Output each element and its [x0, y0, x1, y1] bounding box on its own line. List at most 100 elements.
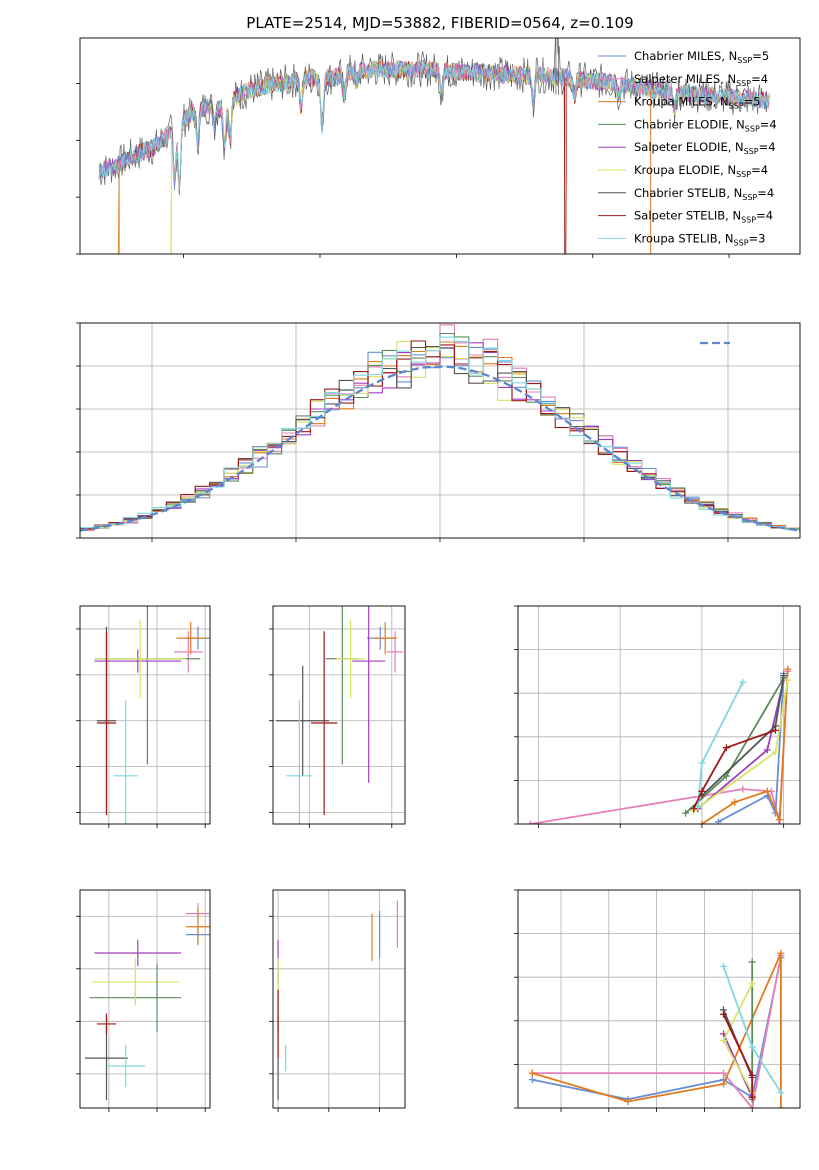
axes-frame [79, 889, 211, 1109]
legend-tail: =5 [752, 49, 769, 63]
weight-marker [720, 962, 728, 970]
weight-marker [777, 949, 785, 957]
legend-sub: SSP [741, 216, 756, 225]
weight_vs_Z-panel [514, 889, 801, 1112]
legend-sub: SSP [736, 170, 751, 179]
weight-marker [698, 820, 706, 824]
weight-marker [720, 1036, 728, 1044]
legend-entry: Chabrier ELODIE, NSSP=4 [634, 117, 777, 133]
axes-frame [272, 605, 406, 825]
spectrum-line-kroupa_stelib [98, 60, 770, 185]
errorbar [276, 665, 330, 776]
legend-text: Salpeter ELODIE, N [634, 140, 744, 154]
weight-marker [624, 1097, 632, 1105]
histogram-kroupa_stelib [80, 336, 800, 533]
legend-sub: SSP [736, 79, 751, 88]
weight-line-salpeter_miles [532, 955, 782, 1108]
legend-entry: Kroupa MILES, NSSP=5 [634, 95, 760, 111]
figure-title: PLATE=2514, MJD=53882, FIBERID=0564, z=0… [246, 14, 633, 32]
legend-entry: Salpeter MILES, NSSP=4 [634, 72, 768, 88]
legend-tail: =5 [744, 95, 761, 109]
legend-text: Chabrier STELIB, N [634, 186, 742, 200]
legend-entry: Salpeter ELODIE, NSSP=4 [634, 140, 776, 156]
legend-tail: =4 [760, 117, 777, 131]
legend-sub: SSP [729, 102, 744, 111]
errorbar [94, 619, 186, 698]
errorbar [96, 1013, 117, 1035]
errorbar [335, 619, 366, 698]
errorbar [92, 958, 179, 1006]
legend-text: Kroupa ELODIE, N [634, 163, 736, 177]
spectrum-lines [98, 38, 770, 254]
errorbar [386, 631, 404, 673]
weight-marker [722, 772, 730, 780]
weight-marker [748, 1093, 756, 1101]
errorbar [310, 631, 338, 815]
legend-text: Salpeter STELIB, N [634, 209, 741, 223]
legend-entry: Kroupa STELIB, NSSP=3 [634, 231, 765, 247]
errorbar [94, 649, 182, 673]
legend-sub: SSP [742, 193, 757, 202]
weight-marker [731, 798, 739, 806]
errorbar [185, 908, 210, 946]
weight-line-chabrier_miles [717, 673, 785, 823]
legend-entry: Chabrier STELIB, NSSP=4 [634, 186, 774, 202]
weight-marker [528, 1076, 536, 1084]
errorbars [94, 606, 210, 824]
weight-marker [690, 805, 698, 813]
axes-frame [79, 605, 211, 825]
age_vs_mass-panel [269, 605, 406, 828]
weight-marker [748, 1043, 756, 1051]
weight-lines [528, 949, 785, 1108]
legend-sub: SSP [745, 124, 760, 133]
errorbar [373, 622, 397, 655]
age_vs_Z-panel [76, 605, 211, 828]
legend-text: Salpeter MILES, N [634, 72, 736, 86]
axes-frame [517, 605, 801, 825]
legend-text: Chabrier ELODIE, N [634, 117, 745, 131]
errorbar [96, 631, 117, 815]
axes-frame [79, 322, 801, 539]
legend-tail: =4 [756, 209, 773, 223]
weight-marker [722, 744, 730, 752]
legend-tail: =4 [751, 163, 768, 177]
weight-lines [526, 665, 792, 824]
weight-marker [763, 787, 771, 795]
weight-line-salpeter_stelib [692, 729, 776, 810]
weight-marker [771, 726, 779, 734]
mass_vs_ebv-panel [269, 889, 406, 1112]
weight-marker [714, 818, 722, 824]
spectrum-line-kroupa_miles [99, 60, 651, 254]
errorbar [286, 700, 313, 824]
weight-marker [698, 787, 706, 795]
gaussian-curve [80, 365, 800, 532]
axes-frame [79, 37, 801, 255]
errorbars [276, 606, 404, 824]
axes-frame [517, 889, 801, 1109]
weight-marker [780, 672, 788, 680]
legend-tail: =3 [749, 231, 766, 245]
weight-marker [526, 820, 534, 824]
legend-entry: Kroupa ELODIE, NSSP=4 [634, 163, 768, 179]
weight-marker [776, 816, 784, 824]
weight-marker [777, 1089, 785, 1097]
weight-marker [698, 759, 706, 767]
weight-marker [720, 1010, 728, 1018]
legend-text: Kroupa MILES, N [634, 95, 729, 109]
errorbar [352, 606, 386, 783]
weight-line-salpeter_miles [530, 671, 789, 824]
errorbar [94, 939, 182, 967]
errorbars [277, 900, 398, 1101]
residuals-panel [76, 322, 801, 542]
weight-marker [777, 1104, 785, 1108]
weight-marker [720, 1080, 728, 1088]
legend-sub: SSP [734, 238, 749, 247]
weight-marker [739, 785, 747, 793]
weight-marker [784, 665, 792, 673]
weight-marker [784, 676, 792, 684]
errorbars [84, 903, 210, 1101]
weight-marker [739, 678, 747, 686]
